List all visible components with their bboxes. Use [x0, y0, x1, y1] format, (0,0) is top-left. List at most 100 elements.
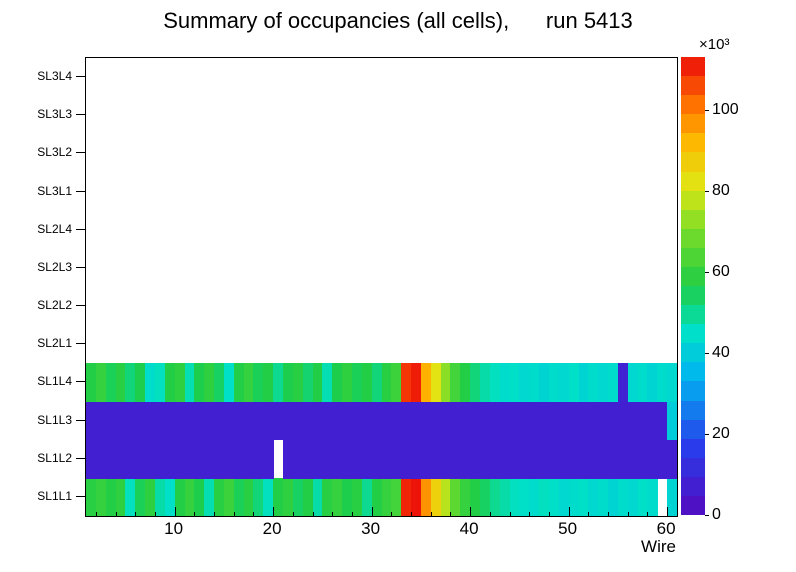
heatmap-cell	[184, 363, 196, 403]
heatmap-cell	[361, 477, 373, 516]
heatmap-cell	[86, 477, 97, 516]
heatmap-cell	[598, 401, 609, 441]
heatmap-cell	[411, 477, 422, 516]
heatmap-cell	[292, 363, 304, 403]
heatmap-cell	[283, 401, 294, 441]
y-axis-label: SL1L1	[37, 488, 72, 503]
heatmap-cell	[332, 439, 343, 479]
heatmap-cell	[312, 401, 324, 441]
y-tick-mark	[76, 152, 85, 154]
heatmap-cell	[529, 477, 540, 516]
colorbar-tick-label: 40	[712, 343, 730, 361]
colorbar-band	[681, 342, 705, 363]
heatmap-cell	[145, 401, 156, 441]
heatmap-cell	[292, 477, 304, 516]
heatmap-cell	[371, 401, 383, 441]
heatmap-cell	[391, 363, 402, 403]
colorbar-band	[681, 151, 705, 172]
heatmap-cell	[174, 439, 186, 479]
colorbar-tick-label: 60	[712, 262, 730, 280]
heatmap-cell	[627, 477, 639, 516]
heatmap-cell	[273, 401, 284, 441]
heatmap-cell	[430, 401, 442, 441]
heatmap-cell	[637, 477, 649, 516]
heatmap-cell	[351, 477, 363, 516]
heatmap-cell	[283, 477, 294, 516]
x-tick-major	[470, 507, 472, 516]
y-tick-mark	[76, 76, 85, 78]
heatmap-cell	[420, 363, 432, 403]
y-axis-label: SL3L4	[37, 69, 72, 84]
heatmap-cell	[460, 401, 471, 441]
heatmap-cell	[214, 439, 225, 479]
y-axis-label: SL1L4	[37, 374, 72, 389]
heatmap-cell	[381, 439, 393, 479]
heatmap-cell	[637, 401, 649, 441]
heatmap-cell	[292, 439, 304, 479]
heatmap-cell	[420, 477, 432, 516]
heatmap-cell	[470, 401, 481, 441]
heatmap-cell	[332, 477, 343, 516]
heatmap-cell	[351, 401, 363, 441]
heatmap-cell	[174, 401, 186, 441]
heatmap-cell	[86, 401, 97, 441]
heatmap-cell	[440, 401, 452, 441]
x-tick-minor	[411, 512, 413, 516]
x-tick-minor	[154, 512, 156, 516]
heatmap-cell	[204, 401, 215, 441]
heatmap-cell	[391, 401, 402, 441]
colorbar-band	[681, 304, 705, 325]
colorbar-band	[681, 266, 705, 286]
colorbar-band	[681, 94, 705, 115]
heatmap-cell	[194, 401, 205, 441]
heatmap-cell	[105, 439, 117, 479]
heatmap-cell	[391, 477, 402, 516]
y-tick-mark	[76, 343, 85, 345]
heatmap-cell	[125, 439, 136, 479]
y-axis-label: SL3L2	[37, 145, 72, 160]
colorbar-band	[681, 285, 705, 306]
heatmap-cell	[440, 439, 452, 479]
heatmap-cell	[519, 477, 530, 516]
heatmap-cell	[548, 439, 560, 479]
x-tick-minor	[194, 512, 196, 516]
heatmap-cell	[499, 363, 511, 403]
colorbar-tick-mark	[705, 271, 709, 273]
heatmap-cell	[253, 363, 264, 403]
heatmap-cell	[135, 363, 146, 403]
heatmap-cell	[312, 477, 324, 516]
heatmap-cell	[411, 363, 422, 403]
heatmap-cell	[539, 439, 550, 479]
heatmap-cell	[95, 363, 107, 403]
heatmap-cell	[105, 477, 117, 516]
y-axis-label: SL2L4	[37, 221, 72, 236]
heatmap-cell	[214, 477, 225, 516]
heatmap-cell	[164, 363, 176, 403]
colorbar-band	[681, 457, 705, 477]
heatmap-cell	[450, 363, 461, 403]
heatmap-cell	[548, 401, 560, 441]
heatmap-cell	[588, 439, 599, 479]
heatmap-cell	[637, 363, 649, 403]
x-tick-minor	[588, 512, 590, 516]
heatmap-cell	[647, 439, 658, 479]
heatmap-cell	[263, 439, 274, 479]
heatmap-cell	[174, 363, 186, 403]
heatmap-cell	[539, 363, 550, 403]
heatmap-cell	[430, 363, 442, 403]
heatmap-cell	[548, 363, 560, 403]
heatmap-cell	[667, 439, 677, 479]
heatmap-cell	[322, 477, 333, 516]
colorbar-band	[681, 361, 705, 382]
y-axis-label: SL2L1	[37, 336, 72, 351]
x-tick-minor	[608, 512, 610, 516]
heatmap-cell	[292, 401, 304, 441]
heatmap-cell	[627, 363, 639, 403]
heatmap-cell	[460, 439, 471, 479]
heatmap-cell	[283, 439, 294, 479]
x-tick-minor	[233, 512, 235, 516]
heatmap-cell	[529, 439, 540, 479]
y-axis-label: SL3L3	[37, 107, 72, 122]
x-tick-major	[667, 507, 669, 516]
